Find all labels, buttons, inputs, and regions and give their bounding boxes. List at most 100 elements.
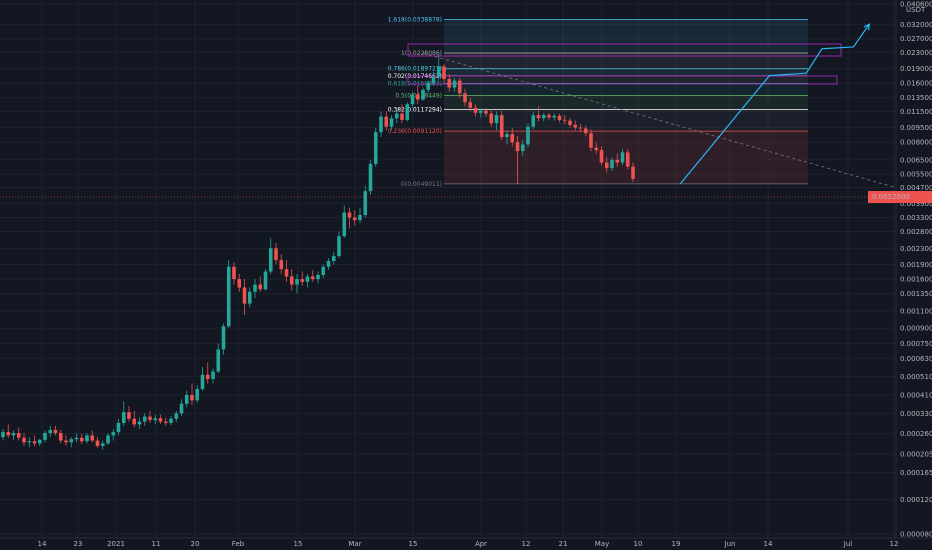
candle-body: [473, 107, 478, 113]
time-tick-label: 2021: [107, 540, 125, 548]
candle-body: [373, 132, 378, 164]
candle-body: [179, 403, 184, 414]
candle-body: [6, 432, 11, 436]
candle-body: [358, 214, 362, 221]
time-tick-label: Jul: [843, 540, 853, 548]
time-tick-label: 20: [191, 540, 200, 548]
candle-body: [520, 144, 525, 152]
time-tick-label: 11: [152, 540, 161, 548]
candle-body: [421, 89, 425, 100]
candle-body: [505, 134, 509, 138]
candle-body: [436, 66, 441, 78]
candle-body: [410, 94, 415, 105]
resistance-box-2[interactable]: [407, 75, 838, 85]
candle-body: [610, 159, 614, 169]
candle-body: [478, 110, 483, 113]
candle-body: [342, 212, 347, 237]
trendline-line[interactable]: [422, 52, 896, 188]
projection-path[interactable]: [679, 23, 870, 185]
time-tick-label: 12: [522, 540, 531, 548]
time-tick-label: 14: [38, 540, 47, 548]
candle-body: [310, 276, 315, 280]
candle-body: [79, 437, 84, 442]
resistance-box-1[interactable]: [407, 43, 842, 57]
candle-body: [384, 116, 389, 127]
candle-body: [268, 248, 273, 272]
candle-body: [536, 115, 541, 119]
candle-body: [620, 152, 625, 163]
candle-body: [316, 274, 320, 280]
candle-body: [447, 79, 452, 88]
candle-body: [100, 443, 105, 447]
candle-body: [363, 191, 368, 215]
price-axis-bg: [896, 0, 932, 550]
candle-body: [205, 374, 210, 379]
time-tick-label: 10: [634, 540, 643, 548]
last-price-label-bg: [868, 191, 932, 203]
candle-body: [95, 440, 100, 447]
last-price: 0.0052000: [0, 191, 932, 203]
fib-retracement[interactable]: 1.618(0.0338878) 1(0.0228086) 0.786(0.0189…: [388, 16, 808, 188]
fib-level-label: 0.236(0.0091120): [388, 128, 442, 135]
candle-body: [1, 432, 5, 438]
candle-body: [211, 371, 215, 379]
candle-body: [526, 126, 530, 145]
fib-zone: [444, 109, 808, 132]
candle-body: [116, 422, 121, 433]
candle-body: [253, 284, 257, 292]
projection[interactable]: [679, 23, 870, 185]
candle-body: [127, 412, 131, 419]
candle-body: [132, 418, 137, 425]
candle-body: [148, 416, 152, 421]
fib-zone: [444, 83, 808, 96]
time-tick-label: 12: [890, 540, 899, 548]
candle-body: [158, 418, 163, 422]
candle-body: [232, 266, 236, 280]
candle-body: [85, 435, 89, 442]
fib-zone: [444, 19, 808, 54]
candle-body: [142, 416, 147, 422]
candle-body: [379, 116, 383, 133]
candle-body: [594, 147, 599, 150]
candle-body: [457, 80, 462, 94]
candle-body: [237, 279, 242, 288]
time-tick-label: 21: [559, 540, 568, 548]
fib-zone: [444, 68, 808, 76]
candle-body: [74, 437, 79, 440]
candle-body: [43, 433, 47, 440]
candle-body: [32, 441, 37, 444]
time-tick-label: Jun: [724, 540, 736, 548]
highlight-boxes[interactable]: [407, 43, 842, 85]
candle-body: [195, 388, 200, 401]
candle-body: [557, 115, 562, 120]
grid: [0, 0, 896, 538]
candle-body: [279, 260, 284, 270]
time-tick-label: May: [595, 540, 609, 548]
time-axis[interactable]: 14 23 2021 11 20 Feb 15 Mar 15 Apr 12 21 May 10 19 Jun 1…: [0, 537, 932, 548]
trendline[interactable]: [422, 52, 896, 188]
fib-level-label: 0(0.0049011): [401, 181, 442, 188]
candle-body: [631, 166, 635, 179]
candle-body: [547, 115, 551, 118]
candle-body: [452, 80, 457, 88]
candle-body: [16, 433, 21, 438]
time-tick-label: 15: [294, 540, 303, 548]
candle-body: [552, 115, 557, 118]
candle-body: [295, 279, 299, 285]
time-tick-label: 15: [409, 540, 418, 548]
candle-body: [337, 236, 341, 256]
candle-body: [69, 439, 74, 443]
